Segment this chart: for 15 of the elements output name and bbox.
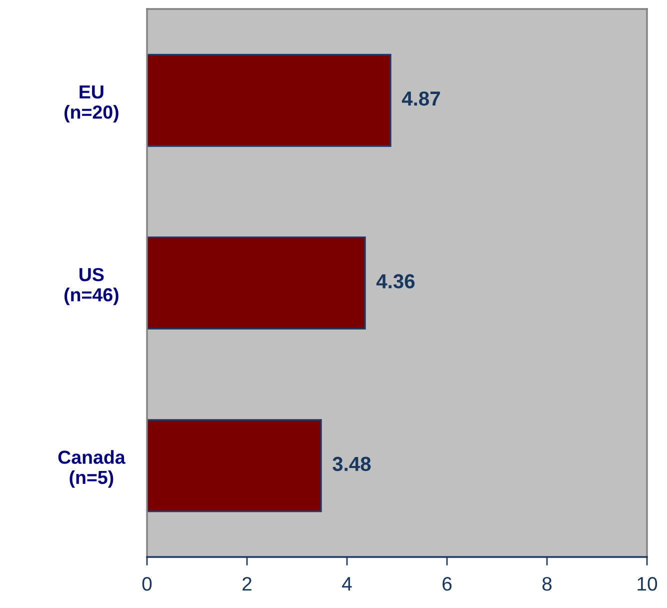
x-tick-label: 4 bbox=[342, 577, 352, 591]
x-tick-label: 8 bbox=[542, 576, 552, 591]
x-tick-label: 6 bbox=[442, 576, 452, 591]
x-tick-label: 10 bbox=[638, 576, 658, 591]
data-label: 4.87 bbox=[402, 91, 440, 106]
x-tick-label: 2 bbox=[242, 576, 252, 591]
bar bbox=[147, 419, 322, 512]
data-label: 4.36 bbox=[376, 274, 415, 288]
y-tick-label: EU (n=20) bbox=[64, 85, 118, 122]
x-tick-label: 0 bbox=[142, 576, 152, 591]
y-tick-label: Canada (n=5) bbox=[58, 450, 126, 488]
bar bbox=[147, 236, 366, 330]
data-label: 3.48 bbox=[332, 456, 371, 472]
y-tick-label: US (n=46) bbox=[64, 268, 118, 306]
bar bbox=[147, 54, 392, 147]
